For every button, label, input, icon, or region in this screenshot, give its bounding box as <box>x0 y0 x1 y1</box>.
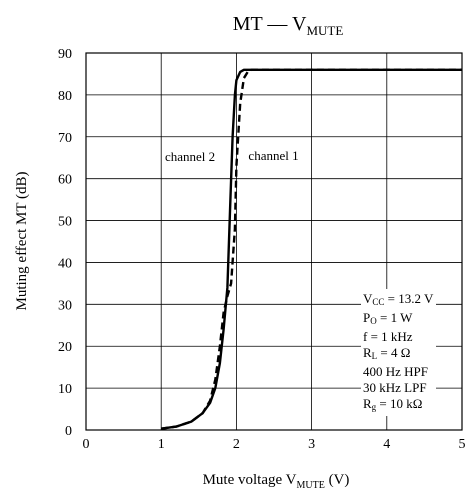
series-label-channel-1: channel 1 <box>248 148 298 163</box>
condition-line: VCC = 13.2 V <box>363 291 434 307</box>
condition-line: PO = 1 W <box>363 310 413 326</box>
condition-line: Rg = 10 kΩ <box>363 396 423 412</box>
x-tick-label: 5 <box>459 437 466 452</box>
condition-line: 30 kHz LPF <box>363 380 427 395</box>
condition-line: 400 Hz HPF <box>363 364 429 379</box>
y-tick-label: 50 <box>58 215 72 230</box>
x-axis-label: Mute voltage VMUTE (V) <box>203 472 350 491</box>
x-tick-label: 2 <box>233 437 240 452</box>
chart-title-subscript: MUTE <box>306 23 343 38</box>
test-conditions-box: VCC = 13.2 V PO = 1 W f = 1 kHz RL = 4 Ω 400… <box>361 289 437 416</box>
x-axis-label-subscript: MUTE <box>296 480 324 491</box>
x-tick-label: 3 <box>308 437 315 452</box>
y-tick-label: 20 <box>58 340 72 355</box>
chart-title: MT — VMUTE <box>233 13 344 38</box>
condition-line: f = 1 kHz <box>363 329 413 344</box>
x-tick-label: 1 <box>158 437 165 452</box>
annotations: channel 2 channel 1 <box>165 148 299 164</box>
series-group <box>161 68 462 430</box>
x-tick-label: 4 <box>383 437 390 452</box>
grid <box>86 53 462 430</box>
x-tick-labels: 0 1 2 3 4 5 <box>83 437 466 452</box>
series-line-channel-2 <box>161 68 462 430</box>
y-tick-label: 60 <box>58 173 72 188</box>
plot-frame <box>85 52 463 431</box>
series-label-channel-2: channel 2 <box>165 149 215 164</box>
y-tick-label: 0 <box>65 424 72 439</box>
y-tick-label: 40 <box>58 256 72 271</box>
y-tick-label: 90 <box>58 47 72 62</box>
y-tick-label: 30 <box>58 298 72 313</box>
y-tick-label: 10 <box>58 382 72 397</box>
y-tick-label: 70 <box>58 131 72 146</box>
y-tick-labels: 0 10 20 30 40 50 60 70 80 90 <box>58 47 72 439</box>
condition-line: RL = 4 Ω <box>363 345 411 361</box>
y-axis-label: Muting effect MT (dB) <box>14 171 30 310</box>
x-tick-label: 0 <box>83 437 90 452</box>
y-tick-label: 80 <box>58 89 72 104</box>
